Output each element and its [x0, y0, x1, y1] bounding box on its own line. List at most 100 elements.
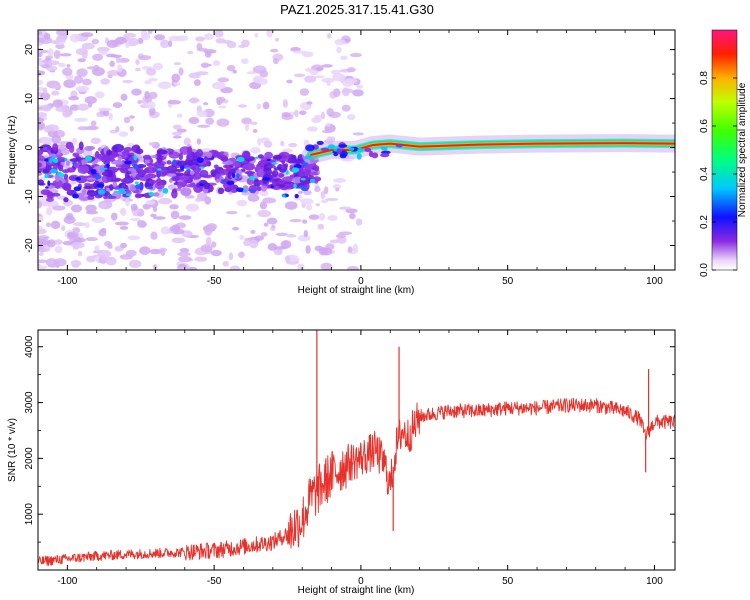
spectrogram-noise-blob [332, 183, 342, 189]
spectrogram-noise-blob [294, 109, 299, 118]
spectrogram-energy-blob [241, 150, 251, 160]
colorbar-gradient-bar [712, 30, 737, 270]
spectrogram-noise-blob [257, 137, 262, 146]
spectrogram-noise-blob [303, 229, 308, 238]
spectrogram-noise-blob [144, 80, 152, 85]
spectrogram-noise-blob [288, 142, 298, 148]
spectrogram-noise-blob [245, 214, 252, 218]
spectrogram-noise-blob [232, 226, 240, 231]
spectrogram-noise-blob [327, 33, 332, 39]
spectrogram-x-tick-label: 50 [502, 276, 514, 287]
spectrogram-noise-blob [178, 67, 184, 76]
spectrogram-noise-blob [330, 136, 336, 143]
spectrogram-energy-blob [203, 182, 211, 190]
spectrogram-energy-blob [152, 192, 160, 197]
spectrogram-energy-blob [277, 179, 285, 185]
spectrogram-energy-blob [54, 179, 63, 189]
spectrogram-noise-blob [42, 104, 52, 112]
spectrogram-noise-blob [273, 248, 283, 256]
spectrogram-noise-blob [106, 39, 118, 48]
spectrogram-noise-blob [38, 30, 43, 35]
spectrogram-energy-blob [259, 159, 269, 164]
spectrogram-energy-blob [86, 177, 97, 181]
colorbar-tick-label: 0.6 [699, 119, 710, 133]
spectrogram-noise-blob [85, 125, 99, 131]
spectrogram-noise-blob [254, 65, 266, 70]
spectrogram-y-tick-label: -20 [24, 238, 35, 253]
spectrogram-ridge [302, 134, 675, 164]
spectrogram-noise-blob [96, 46, 110, 53]
spectrogram-noise-blob [92, 53, 104, 61]
ridge-clump [338, 144, 348, 148]
spectrogram-noise-blob [194, 256, 208, 262]
spectrogram-energy-blob [56, 157, 67, 163]
spectrogram-noise-blob [259, 201, 268, 210]
spectrogram-noise-blob [146, 67, 157, 76]
spectrogram-noise-blob [237, 104, 248, 108]
spectrogram-noise-blob [53, 50, 61, 59]
spectrogram-energy-blob [146, 163, 154, 167]
spectrogram-noise-blob [38, 61, 46, 66]
spectrogram-hot-spot [266, 158, 271, 162]
spectrogram-energy-blob [217, 187, 225, 195]
spectrogram-noise-blob [171, 237, 186, 244]
spectrogram-energy-blob [278, 183, 286, 188]
spectrogram-y-tick-label: 20 [24, 44, 35, 56]
spectrogram-noise-blob [306, 101, 313, 105]
spectrogram-noise-blob [226, 41, 237, 49]
spectrogram-noise-blob [38, 259, 48, 264]
spectrogram-hot-spot [199, 183, 204, 187]
spectrogram-energy-blob [66, 186, 72, 194]
spectrogram-noise-blob [97, 249, 112, 258]
spectrogram-noise-blob [211, 81, 226, 90]
spectrogram-noise-blob [281, 112, 291, 117]
spectrogram-hot-spot [299, 185, 304, 189]
spectrogram-energy-blob [256, 168, 265, 178]
spectrogram-hot-spot [196, 157, 204, 163]
spectrogram-x-tick-label: 100 [646, 276, 663, 287]
spectrogram-noise-blob [122, 79, 134, 84]
spectrogram-hot-spot [236, 173, 240, 179]
spectrogram-noise-blob [204, 33, 214, 41]
spectrogram-noise-blob [210, 241, 217, 248]
snr-y-ticks: 1000 2000 3000 4000 [24, 335, 675, 571]
spectrogram-noise-blob [195, 197, 202, 202]
spectrogram-noise-blob [187, 266, 198, 270]
spectrogram-hot-spot [124, 160, 132, 165]
spectrogram-noise-blob [142, 203, 151, 210]
spectrogram-noise-blob [306, 126, 318, 132]
snr-line [38, 397, 675, 566]
spectrogram-noise-blob [304, 75, 317, 83]
spectrogram-hot-spot [64, 158, 68, 161]
spectrogram-noise-blob [176, 128, 187, 133]
spectrogram-noise-blob [51, 90, 60, 96]
spectrogram-noise-blob [59, 53, 72, 57]
ridge-clump [395, 143, 403, 148]
spectrogram-noise-blob [314, 245, 324, 252]
spectrogram-noise-blob [40, 137, 54, 144]
spectrogram-energy-blob [83, 185, 92, 190]
spectrogram-hot-spot [236, 156, 245, 163]
spectrogram-noise-blob [320, 111, 326, 120]
spectrogram-energy-blob [253, 179, 261, 187]
spectrogram-energy-blob [180, 187, 192, 196]
spectrogram-noise-blob [347, 265, 359, 270]
spectrogram-energy-blob [77, 165, 90, 174]
ridge-clump [348, 147, 355, 151]
ridge-clump [320, 147, 330, 152]
spectrogram-noise-blob [335, 187, 340, 192]
spectrogram-hot-spot [235, 187, 244, 193]
spectrogram-hot-spot [57, 171, 62, 177]
spectrogram-noise-blob [177, 251, 191, 257]
spectrogram-noise-blob [237, 44, 247, 48]
spectrogram-noise-blob [244, 123, 250, 132]
spectrogram-noise-blob [118, 131, 129, 137]
spectrogram-noise-blob [140, 30, 148, 39]
ridge-clump [357, 147, 364, 152]
spectrogram-energy-blob [61, 169, 70, 174]
spectrogram-noise-blob [160, 226, 170, 235]
spectrogram-noise-blob [293, 73, 306, 78]
spectrogram-energy-blob [124, 172, 130, 180]
spectrogram-noise-blob [55, 43, 65, 50]
spectrogram-noise-blob [292, 50, 307, 54]
